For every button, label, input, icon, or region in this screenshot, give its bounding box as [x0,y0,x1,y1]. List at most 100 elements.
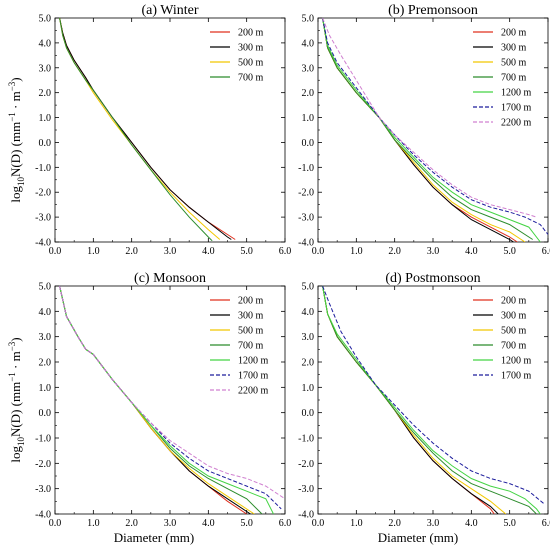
x-tick-label: 3.0 [427,518,440,529]
panel-3: (c) Monsoon 0.0 1.0 2.0 3.0 4.0 5.0 6.0 -4.0 -3.0… [35,271,291,529]
x-tick-label: 4.0 [202,518,215,529]
y-tick-label: 1.0 [39,383,52,394]
y-tick-label: -4.0 [35,510,51,521]
x-tick-label: 6.0 [542,518,550,529]
x-tick-label: 1.0 [350,518,363,529]
y-tick-label: 0.0 [39,138,52,149]
series-group [59,286,285,514]
y-tick-label: -1.0 [298,434,314,445]
panel-1: (a) Winter 0.0 1.0 2.0 3.0 4.0 5.0 6.0 -4.0 -3.0 -… [35,3,291,257]
series-line-500m [322,286,507,514]
series-line-700m [322,18,533,240]
legend-label: 300 m [238,43,264,54]
series-line-1700m [322,286,545,505]
legend-label: 2200 m [238,386,269,397]
y-tick-label: 1.0 [302,113,315,124]
y-tick-label: 4.0 [302,307,315,318]
y-tick-label: -3.0 [35,213,51,224]
x-tick-label: 0.0 [49,246,62,257]
y-tick-label: -3.0 [298,213,314,224]
x-tick-label: 6.0 [279,246,292,257]
panel-title: (a) Winter [141,3,198,18]
x-tick-label: 1.0 [87,246,100,257]
y-tick-label: 0.0 [302,408,315,419]
y-tick-label: -4.0 [35,238,51,249]
legend-label: 500 m [501,326,527,337]
legend-label: 200 m [501,296,527,307]
series-line-1700m [322,18,548,235]
x-tick-label: 3.0 [164,518,177,529]
y-tick-label: -4.0 [298,510,314,521]
series-group [322,286,545,514]
x-tick-label: 5.0 [240,518,253,529]
legend-label: 500 m [238,326,264,337]
panel-title: (b) Premonsoon [388,3,478,18]
y-tick-label: 5.0 [302,14,315,25]
y-tick-label: -2.0 [298,188,314,199]
series-line-700m [322,286,537,514]
legend-label: 500 m [501,58,527,69]
x-tick-label: 5.0 [240,246,253,257]
y-tick-label: 0.0 [302,138,315,149]
panel-4: (d) Postmonsoon 0.0 1.0 2.0 3.0 4.0 5.0 6.0 -4.0… [298,271,550,529]
series-line-2200m [59,286,285,500]
legend-label: 300 m [501,311,527,322]
panel-2: (b) Premonsoon 0.0 1.0 2.0 3.0 4.0 5.0 6.0 -4.0 -… [298,3,550,257]
y-tick-label: 2.0 [39,358,52,369]
legend-label: 200 m [501,28,527,39]
x-tick-label: 5.0 [503,518,516,529]
x-tick-label: 4.0 [465,518,478,529]
y-tick-label: 2.0 [302,88,315,99]
series-line-300m [322,286,499,514]
y-tick-label: 1.0 [39,113,52,124]
x-tick-label: 1.0 [350,246,363,257]
x-tick-label: 5.0 [503,246,516,257]
legend-label: 1200 m [501,88,532,99]
y-tick-label: 3.0 [39,63,52,74]
panel-title: (d) Postmonsoon [385,271,480,286]
legend-label: 300 m [501,43,527,54]
x-tick-label: 4.0 [465,246,478,257]
series-line-200m [59,18,236,240]
series-line-1200m [322,286,541,514]
x-tick-label: 0.0 [49,518,62,529]
y-tick-label: 1.0 [302,383,315,394]
series-line-700m [59,18,213,242]
legend-label: 1700 m [501,103,532,114]
legend-label: 1200 m [238,356,269,367]
x-axis-label-left: Diameter (mm) [114,530,195,545]
series-group [59,18,236,242]
x-tick-label: 0.0 [312,246,325,257]
y-tick-label: -2.0 [35,188,51,199]
y-tick-label: 2.0 [39,88,52,99]
y-tick-label: 4.0 [302,38,315,49]
series-group [322,18,548,242]
y-tick-label: -1.0 [298,163,314,174]
y-tick-label: -2.0 [35,459,51,470]
x-tick-label: 2.0 [388,246,401,257]
panel-title: (c) Monsoon [134,271,206,286]
series-line-1200m [322,18,541,242]
series-line-500m [59,286,255,514]
legend-label: 500 m [238,58,264,69]
y-tick-label: -1.0 [35,163,51,174]
y-tick-label: 2.0 [302,358,315,369]
legend-label: 200 m [238,28,264,39]
y-tick-label: -1.0 [35,434,51,445]
x-axis-label-right: Diameter (mm) [378,530,459,545]
y-axis-label-bottom: log10N(D) (mm−1 · m−3) [7,337,26,462]
x-tick-label: 6.0 [542,246,550,257]
series-line-200m [322,286,495,514]
series-line-300m [59,18,232,240]
x-tick-label: 6.0 [279,518,292,529]
y-tick-label: -2.0 [298,459,314,470]
y-tick-label: 0.0 [39,408,52,419]
y-tick-label: -4.0 [298,238,314,249]
y-tick-label: -3.0 [35,484,51,495]
x-tick-label: 2.0 [125,518,138,529]
x-tick-label: 4.0 [202,246,215,257]
series-line-300m [59,286,251,514]
x-tick-label: 3.0 [427,246,440,257]
x-tick-label: 2.0 [388,518,401,529]
